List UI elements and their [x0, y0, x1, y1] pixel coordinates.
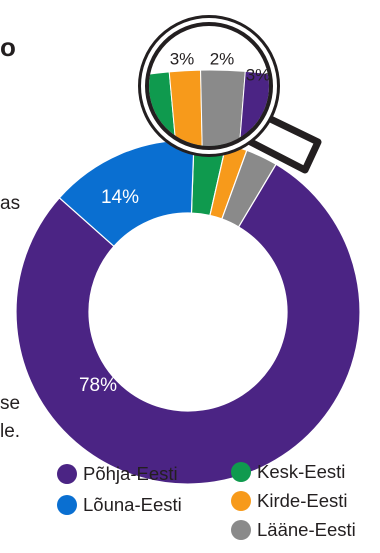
legend-swatch	[57, 464, 77, 484]
zoom-slice-l--ne-eesti	[200, 69, 246, 146]
legend-item-laane-eesti: Lääne-Eesti	[231, 519, 356, 541]
legend-label: Lõuna-Eesti	[83, 494, 182, 515]
legend-label: Põhja-Eesti	[83, 463, 178, 484]
cut-text-left: as	[0, 193, 21, 214]
cut-text-top: o	[0, 32, 16, 62]
legend-swatch	[231, 491, 251, 511]
legend-label: Kesk-Eesti	[257, 461, 346, 482]
slice-p-hja-eesti	[15, 163, 361, 485]
magnifier-ring-inner	[141, 18, 277, 154]
legend-item-kesk-eesti: Kesk-Eesti	[231, 461, 345, 483]
legend-label: Lääne-Eesti	[257, 519, 356, 540]
zoom-slice-p-hja-eesti	[235, 70, 269, 146]
legend-item-pohja-eesti: Põhja-Eesti	[57, 463, 178, 485]
magnifier-lens-edge	[147, 24, 271, 148]
legend-swatch	[231, 520, 251, 540]
data-label-p-hja-eesti: 78%	[79, 375, 117, 396]
cut-text-bottom-2: le.	[0, 421, 21, 442]
zoom-label-kirde-eesti: 2%	[210, 49, 235, 68]
zoom-label-kesk-eesti: 3%	[170, 49, 195, 68]
zoom-label-l--ne-eesti: 3%	[246, 65, 271, 84]
legend-item-kirde-eesti: Kirde-Eesti	[231, 490, 347, 512]
legend-swatch	[57, 495, 77, 515]
zoom-slice-kirde-eesti	[168, 69, 204, 146]
legend-item-louna-eesti: Lõuna-Eesti	[57, 494, 182, 516]
magnifier-view: 3% 2% 3%	[149, 26, 271, 146]
cut-text-bottom-1: se	[0, 393, 21, 414]
legend-swatch	[231, 462, 251, 482]
data-label-l-una-eesti: 14%	[101, 187, 139, 208]
donut-main	[15, 139, 361, 485]
legend-label: Kirde-Eesti	[257, 490, 348, 511]
